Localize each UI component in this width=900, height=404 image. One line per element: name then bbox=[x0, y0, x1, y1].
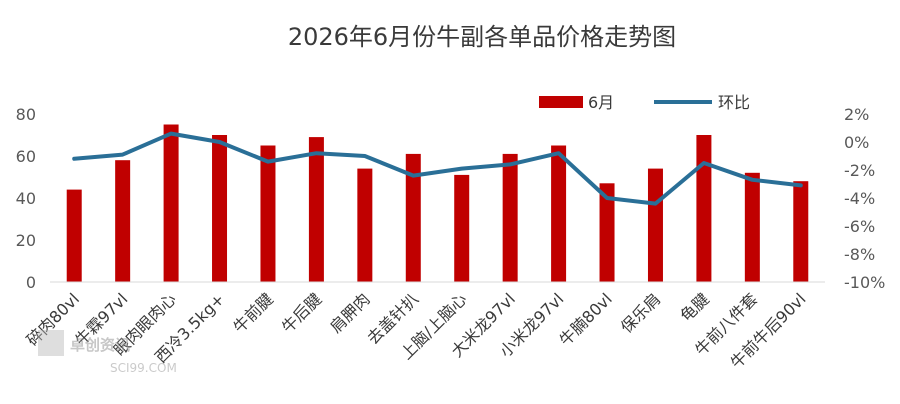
line-point-2 bbox=[169, 132, 173, 136]
chart-title: 2026年6月份牛副各单品价格走势图 bbox=[288, 23, 676, 51]
line-point-4 bbox=[266, 160, 270, 164]
bar-15 bbox=[793, 181, 809, 282]
x-tick-label: 肩胛肉 bbox=[326, 289, 373, 336]
y-right-tick-label: -8% bbox=[844, 245, 875, 264]
bar-14 bbox=[744, 172, 760, 282]
line-point-9 bbox=[508, 162, 512, 166]
x-tick-label: 牛后腱 bbox=[278, 289, 325, 336]
bar-0 bbox=[66, 189, 82, 282]
y-right-tick-label: -2% bbox=[844, 161, 875, 180]
brand-text: 大数跨境 bbox=[40, 376, 112, 398]
y-right-tick-label: -10% bbox=[844, 273, 885, 292]
y-right-tick-label: 2% bbox=[844, 105, 869, 124]
x-tick-label: 牛前腱 bbox=[229, 289, 276, 336]
y-left-tick-label: 40 bbox=[16, 189, 36, 208]
bar-8 bbox=[454, 174, 470, 282]
line-point-13 bbox=[702, 161, 706, 165]
bar-5 bbox=[308, 137, 324, 282]
corner-logo: 大数跨境 bbox=[10, 374, 112, 398]
line-point-15 bbox=[799, 183, 803, 187]
bar-7 bbox=[405, 153, 421, 282]
watermark-sub: SCI99.COM bbox=[110, 361, 177, 375]
line-point-1 bbox=[121, 153, 125, 157]
line-series-path bbox=[72, 131, 803, 206]
y-axis-right: 2% 0% -2% -4% -6% -8% -10% bbox=[844, 105, 885, 292]
bar-11 bbox=[599, 183, 615, 282]
line-point-14 bbox=[750, 178, 754, 182]
watermark-logo-icon bbox=[38, 330, 64, 356]
x-tick-label: 保乐肩 bbox=[617, 289, 664, 336]
y-right-tick-label: -4% bbox=[844, 189, 875, 208]
bar-6 bbox=[357, 168, 373, 282]
legend-line-label: 环比 bbox=[718, 93, 750, 112]
line-point-10 bbox=[557, 151, 561, 155]
brand-swirl-icon bbox=[10, 374, 34, 398]
bar-13 bbox=[696, 135, 712, 282]
bar-1 bbox=[115, 160, 131, 282]
y-right-tick-label: -6% bbox=[844, 217, 875, 236]
bar-12 bbox=[647, 168, 663, 282]
y-left-tick-label: 20 bbox=[16, 231, 36, 250]
bar-series bbox=[50, 124, 825, 283]
y-axis-left: 0 20 40 60 80 bbox=[16, 105, 36, 292]
bar-4 bbox=[260, 145, 276, 282]
line-point-0 bbox=[72, 157, 76, 161]
y-right-tick-label: 0% bbox=[844, 133, 869, 152]
line-point-5 bbox=[314, 151, 318, 155]
legend: 6月 环比 bbox=[539, 93, 750, 112]
x-tick-label: 龟腱 bbox=[677, 289, 713, 325]
legend-bar-swatch bbox=[539, 96, 583, 108]
bar-2 bbox=[163, 124, 179, 282]
x-tick-label: 牛腩80vl bbox=[556, 289, 616, 349]
line-point-7 bbox=[411, 174, 415, 178]
bar-3 bbox=[212, 135, 228, 282]
line-point-8 bbox=[460, 167, 464, 171]
line-point-3 bbox=[218, 140, 222, 144]
line-point-12 bbox=[653, 202, 657, 206]
bar-10 bbox=[551, 145, 567, 282]
y-left-tick-label: 80 bbox=[16, 105, 36, 124]
watermark-text: 卓创资讯 bbox=[70, 336, 130, 354]
legend-bar-label: 6月 bbox=[588, 93, 614, 112]
line-point-11 bbox=[605, 196, 609, 200]
watermark: 卓创资讯 SCI99.COM bbox=[38, 330, 177, 375]
line-series-group bbox=[72, 131, 803, 206]
line-point-6 bbox=[363, 154, 367, 158]
y-left-tick-label: 0 bbox=[26, 273, 36, 292]
bar-9 bbox=[502, 153, 518, 282]
y-left-tick-label: 60 bbox=[16, 147, 36, 166]
